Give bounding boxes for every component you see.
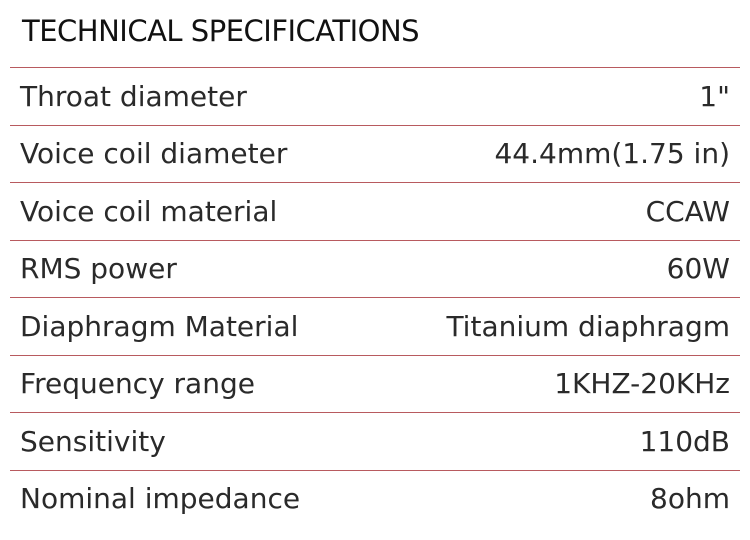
spec-row: Throat diameter 1"	[10, 67, 740, 125]
spec-label: RMS power	[20, 252, 177, 286]
spec-row: Voice coil material CCAW	[10, 182, 740, 240]
spec-value: CCAW	[645, 194, 730, 228]
spec-row: Nominal impedance 8ohm	[10, 469, 740, 528]
spec-value: 44.4mm(1.75 in)	[494, 137, 730, 171]
spec-table: Throat diameter 1" Voice coil diameter 44.4…	[10, 67, 740, 527]
spec-row: Diaphragm Material Titanium diaphragm	[10, 297, 740, 355]
spec-value: 1"	[699, 79, 730, 113]
spec-label: Frequency range	[20, 367, 255, 401]
spec-value: 110dB	[639, 424, 730, 458]
spec-value: 8ohm	[650, 482, 730, 516]
title: TECHNICAL SPECIFICATIONS	[22, 14, 420, 48]
spec-label: Sensitivity	[20, 424, 166, 458]
spec-value: Titanium diaphragm	[446, 309, 730, 343]
spec-row: RMS power 60W	[10, 239, 740, 298]
spec-value: 60W	[666, 252, 730, 286]
spec-label: Diaphragm Material	[20, 309, 299, 343]
spec-label: Voice coil diameter	[20, 137, 288, 171]
spec-value: 1KHZ-20KHz	[554, 367, 730, 401]
spec-row: Voice coil diameter 44.4mm(1.75 in)	[10, 124, 740, 183]
spec-row: Frequency range 1KHZ-20KHz	[10, 354, 740, 413]
spec-row: Sensitivity 110dB	[10, 412, 740, 470]
spec-label: Nominal impedance	[20, 482, 301, 516]
spec-label: Throat diameter	[20, 79, 247, 113]
spec-label: Voice coil material	[20, 194, 278, 228]
